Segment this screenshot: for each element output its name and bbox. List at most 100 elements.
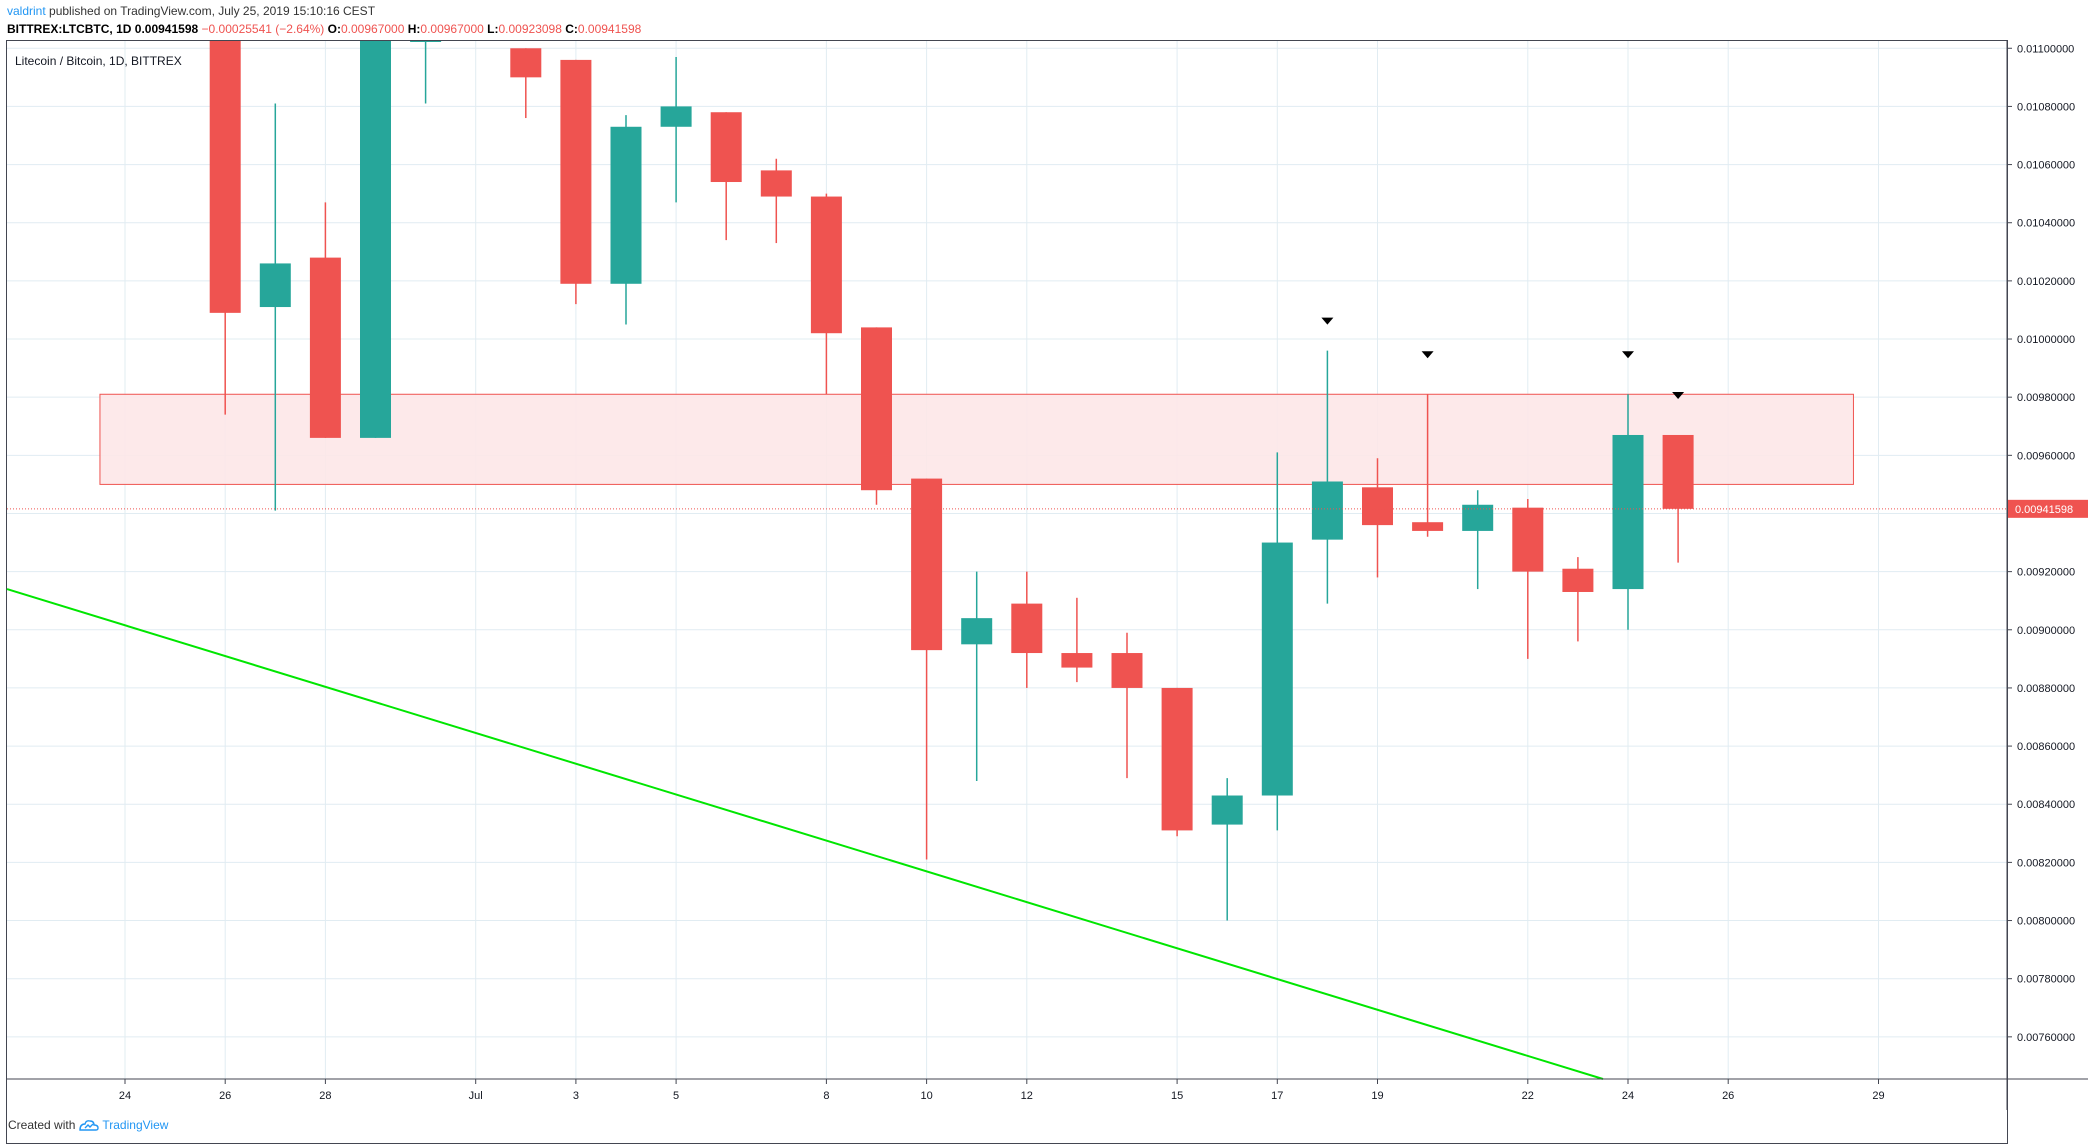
down-arrow-marker-icon (1672, 391, 1685, 399)
down-arrow-marker-icon (1622, 351, 1634, 359)
candle-body (1011, 603, 1043, 654)
bearish-candle (1512, 498, 1544, 659)
tradingview-brand: TradingView (102, 1118, 169, 1132)
bearish-candle (1362, 458, 1393, 578)
x-tick-label: 10 (920, 1090, 932, 1102)
x-tick-label: 29 (1872, 1090, 1884, 1102)
tradingview-logo-icon (79, 1120, 100, 1131)
y-tick-label: 0.01100000 (2017, 43, 2074, 55)
x-tick-label: 5 (673, 1090, 679, 1102)
bullish-candle (1311, 350, 1343, 604)
candle-body (309, 257, 341, 438)
axis-layer: 0.00760000 0.00780000 0.00800000 0.00820000… (7, 41, 2088, 1110)
candles-layer (209, 41, 1694, 921)
bullish-candle (1261, 452, 1293, 831)
publish-info: valdrint published on TradingView.com, J… (7, 4, 375, 18)
candle-body (410, 41, 442, 42)
y-tick-label: 0.01020000 (2017, 276, 2075, 288)
bullish-candle (961, 571, 993, 781)
y-tick-label: 0.01000000 (2017, 334, 2075, 346)
created-with-text: Created with (8, 1118, 76, 1132)
y-tick-label: 0.00780000 (2017, 974, 2075, 986)
x-tick-label: 28 (319, 1090, 331, 1102)
bullish-candle (410, 41, 442, 104)
author-link[interactable]: valdrint (7, 4, 46, 18)
y-tick-label: 0.00820000 (2017, 857, 2075, 869)
candle-body (510, 48, 542, 78)
candle-body (1362, 487, 1393, 526)
candle-body (1412, 522, 1444, 531)
bearish-candle (510, 48, 542, 119)
bearish-candle (1161, 687, 1193, 837)
x-tick-label: 26 (1722, 1090, 1734, 1102)
x-tick-label: 12 (1021, 1090, 1033, 1102)
y-tick-label: 0.00860000 (2017, 741, 2075, 753)
y-tick-label: 0.00900000 (2017, 625, 2075, 637)
x-tick-label: 24 (119, 1090, 131, 1102)
candle-body (1061, 653, 1093, 668)
bullish-candle (1462, 490, 1494, 590)
candle-body (1261, 542, 1293, 796)
change-value: −0.00025541 (−2.64%) (201, 22, 325, 36)
bearish-candle (760, 158, 792, 244)
last-value: 0.00941598 (134, 22, 199, 36)
candle-body (1161, 687, 1193, 831)
candle-body (1512, 507, 1544, 572)
symbol-label: BITTREX:LTCBTC, 1D (7, 22, 132, 36)
candle-body (1311, 481, 1343, 540)
descending-trendline (6, 588, 1604, 1080)
x-tick-label: 15 (1171, 1090, 1183, 1102)
y-tick-label: 0.00760000 (2017, 1032, 2075, 1044)
bullish-candle (610, 115, 642, 325)
footer: Created with TradingView (8, 1118, 168, 1132)
open-value: 0.00967000 (340, 22, 405, 36)
bullish-candle (660, 56, 692, 203)
y-tick-label: 0.01040000 (2017, 218, 2075, 230)
resistance-zone-layer (99, 393, 1854, 485)
candle-body (760, 170, 792, 197)
y-tick-label: 0.00960000 (2017, 450, 2075, 462)
y-tick-label: 0.00980000 (2017, 392, 2075, 404)
last-price-label: 0.00941598 (2015, 504, 2073, 516)
bearish-candle (710, 112, 742, 241)
candle-body (209, 41, 241, 313)
y-tick-label: 0.01080000 (2017, 101, 2075, 113)
candle-body (610, 126, 642, 284)
x-tick-label: 22 (1522, 1090, 1534, 1102)
candle-body (1662, 434, 1694, 509)
high-label: H: (407, 22, 421, 36)
markers-layer (1321, 317, 1685, 399)
candle-body (1111, 653, 1143, 688)
ohlc-legend: BITTREX:LTCBTC, 1D 0.00941598 −0.0002554… (7, 22, 641, 36)
candle-body (861, 327, 892, 491)
candle-body (710, 112, 742, 183)
bearish-candle (911, 478, 943, 860)
tradingview-link[interactable]: TradingView (79, 1118, 168, 1132)
candle-body (1211, 795, 1243, 825)
resistance-zone (99, 393, 1854, 485)
bearish-candle (1011, 571, 1043, 688)
bearish-candle (1412, 394, 1444, 537)
candle-body (560, 59, 592, 284)
bearish-candle (1662, 434, 1694, 563)
candle-body (961, 618, 993, 645)
candle-body (911, 478, 943, 651)
y-tick-label: 0.00920000 (2017, 567, 2075, 579)
chart-header: valdrint published on TradingView.com, J… (0, 0, 2089, 40)
published-text: published on TradingView.com, July 25, 2… (49, 4, 376, 18)
x-tick-label: 17 (1271, 1090, 1283, 1102)
bearish-candle (309, 202, 341, 438)
close-value: 0.00941598 (577, 22, 642, 36)
close-label: C: (565, 22, 578, 36)
x-tick-label: 3 (573, 1090, 579, 1102)
bullish-candle (1211, 778, 1243, 921)
low-value: 0.00923098 (498, 22, 562, 36)
down-arrow-marker-icon (1321, 317, 1334, 325)
bullish-candle (1612, 394, 1644, 630)
bearish-candle (1061, 597, 1093, 683)
bearish-candle (1562, 557, 1594, 642)
grid-layer (7, 41, 2007, 1079)
bearish-candle (810, 193, 842, 395)
candle-body (360, 41, 391, 438)
